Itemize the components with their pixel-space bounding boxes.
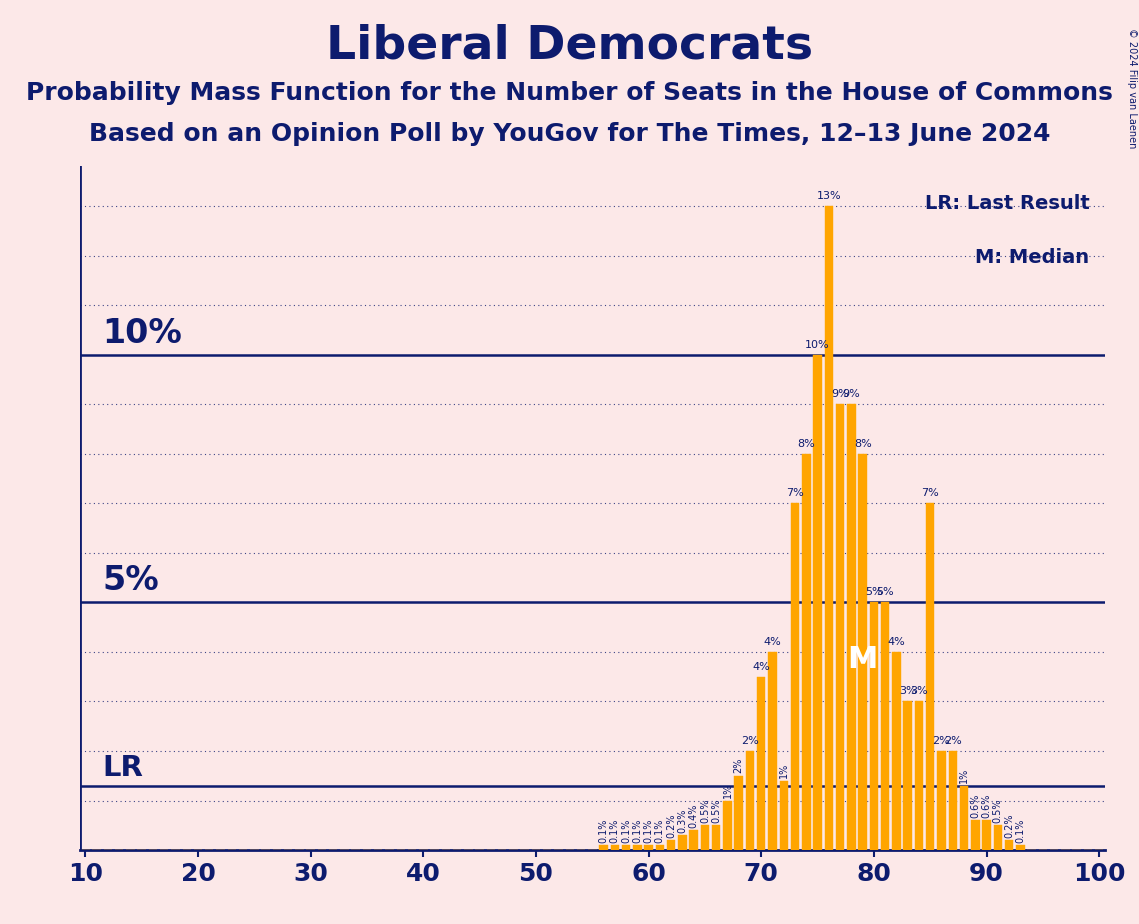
Text: 9%: 9% [843, 389, 860, 399]
Text: 0.1%: 0.1% [609, 819, 620, 843]
Text: 0.5%: 0.5% [711, 798, 721, 823]
Text: 2%: 2% [741, 736, 759, 746]
Bar [847, 404, 855, 850]
Text: 8%: 8% [854, 439, 871, 449]
Bar [1016, 845, 1025, 850]
Text: 2%: 2% [734, 758, 744, 773]
Bar [712, 825, 720, 850]
Text: 1%: 1% [959, 768, 969, 784]
Bar [937, 751, 945, 850]
Bar [656, 845, 664, 850]
Text: 3%: 3% [910, 687, 928, 697]
Bar [769, 652, 777, 850]
Text: 9%: 9% [831, 389, 849, 399]
Bar [836, 404, 844, 850]
Text: 4%: 4% [887, 637, 906, 647]
Text: Probability Mass Function for the Number of Seats in the House of Commons: Probability Mass Function for the Number… [26, 81, 1113, 105]
Text: Liberal Democrats: Liberal Democrats [326, 23, 813, 68]
Bar [903, 701, 912, 850]
Text: © 2024 Filip van Laenen: © 2024 Filip van Laenen [1126, 28, 1137, 148]
Bar [993, 825, 1002, 850]
Text: 0.1%: 0.1% [632, 819, 642, 843]
Text: 0.2%: 0.2% [1005, 813, 1014, 838]
Text: 4%: 4% [763, 637, 781, 647]
Text: 0.1%: 0.1% [655, 819, 665, 843]
Bar [825, 206, 833, 850]
Text: 0.1%: 0.1% [644, 819, 654, 843]
Bar [960, 785, 968, 850]
Text: 0.1%: 0.1% [1015, 819, 1025, 843]
Text: 10%: 10% [805, 340, 830, 349]
Bar [1005, 840, 1014, 850]
Text: 8%: 8% [797, 439, 816, 449]
Text: 0.4%: 0.4% [689, 803, 698, 828]
Text: LR: Last Result: LR: Last Result [925, 194, 1089, 213]
Bar [746, 751, 754, 850]
Text: 5%: 5% [866, 588, 883, 598]
Bar [611, 845, 618, 850]
Bar [779, 781, 788, 850]
Text: 1%: 1% [722, 783, 732, 798]
Text: 5%: 5% [876, 588, 894, 598]
Text: Based on an Opinion Poll by YouGov for The Times, 12–13 June 2024: Based on an Opinion Poll by YouGov for T… [89, 122, 1050, 146]
Text: 0.5%: 0.5% [700, 798, 710, 823]
Text: 0.1%: 0.1% [599, 819, 608, 843]
Bar [645, 845, 653, 850]
Bar [735, 776, 743, 850]
Bar [723, 800, 731, 850]
Bar [689, 831, 698, 850]
Text: 13%: 13% [817, 191, 842, 201]
Bar [790, 504, 800, 850]
Bar [880, 602, 890, 850]
Text: 0.3%: 0.3% [678, 808, 688, 833]
Bar [700, 825, 710, 850]
Text: 10%: 10% [103, 317, 182, 349]
Text: LR: LR [103, 754, 144, 782]
Text: 0.1%: 0.1% [621, 819, 631, 843]
Text: 0.6%: 0.6% [982, 794, 992, 818]
Text: M: Median: M: Median [975, 249, 1089, 267]
Bar [870, 602, 878, 850]
Bar [633, 845, 641, 850]
Bar [949, 751, 957, 850]
Bar [982, 821, 991, 850]
Bar [926, 504, 934, 850]
Text: 7%: 7% [786, 488, 804, 498]
Text: 0.2%: 0.2% [666, 813, 677, 838]
Text: 3%: 3% [899, 687, 917, 697]
Bar [802, 454, 811, 850]
Text: 1%: 1% [779, 763, 789, 778]
Bar [757, 676, 765, 850]
Bar [915, 701, 924, 850]
Text: 0.5%: 0.5% [993, 798, 1002, 823]
Bar [972, 821, 980, 850]
Text: M: M [847, 645, 878, 675]
Bar [859, 454, 867, 850]
Bar [667, 840, 675, 850]
Bar [599, 845, 608, 850]
Text: 0.6%: 0.6% [970, 794, 981, 818]
Bar [622, 845, 630, 850]
Bar [892, 652, 901, 850]
Text: 5%: 5% [103, 565, 158, 598]
Bar [678, 835, 687, 850]
Text: 2%: 2% [933, 736, 950, 746]
Text: 4%: 4% [753, 662, 770, 672]
Text: 7%: 7% [921, 488, 939, 498]
Bar [813, 355, 822, 850]
Text: 2%: 2% [944, 736, 961, 746]
